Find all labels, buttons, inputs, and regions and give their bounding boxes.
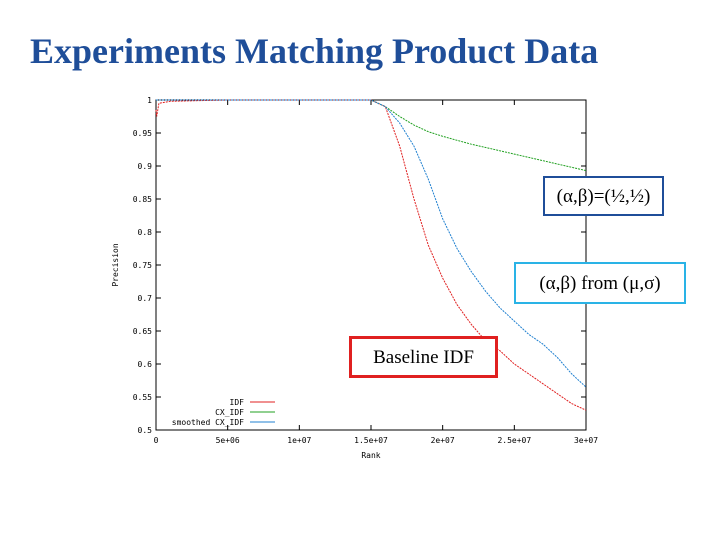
y-tick-label: 0.7	[138, 294, 153, 303]
legend-label: IDF	[230, 398, 245, 407]
callout-alpha-beta-from-mu-sigma: (α,β) from (μ,σ)	[514, 262, 686, 304]
x-tick-label: 2.5e+07	[497, 436, 531, 445]
legend-label: CX_IDF	[215, 408, 244, 417]
x-tick-label: 2e+07	[431, 436, 455, 445]
y-tick-label: 0.55	[133, 393, 152, 402]
x-tick-label: 5e+06	[216, 436, 240, 445]
y-tick-label: 0.75	[133, 261, 152, 270]
y-tick-label: 0.85	[133, 195, 152, 204]
y-axis-label: Precision	[111, 243, 120, 287]
ticks-layer: 0 5e+06 1e+07 1.5e+07 2e+07 2.5e+07 3e+07 0.5 0.…	[133, 96, 598, 445]
y-tick-label: 0.9	[138, 162, 153, 171]
y-tick-label: 1	[147, 96, 152, 105]
x-tick-label: 3e+07	[574, 436, 598, 445]
series-line-idf	[155, 99, 587, 411]
slide-title: Experiments Matching Product Data	[30, 31, 599, 71]
y-tick-label: 0.65	[133, 327, 152, 336]
series-layer	[155, 99, 587, 411]
y-tick-label: 0.95	[133, 129, 152, 138]
x-tick-label: 1.5e+07	[354, 436, 388, 445]
x-axis-label: Rank	[361, 451, 380, 460]
legend-label: smoothed CX_IDF	[172, 418, 244, 427]
x-tick-label: 1e+07	[287, 436, 311, 445]
x-tick-label: 0	[154, 436, 159, 445]
series-line-smoothed-cx-idf	[156, 99, 587, 388]
callout-alpha-beta-half: (α,β)=(½,½)	[543, 176, 664, 216]
series-line-cx-idf	[156, 99, 587, 172]
callout-baseline-idf: Baseline IDF	[349, 336, 498, 378]
y-tick-label: 0.6	[138, 360, 153, 369]
y-tick-label: 0.5	[138, 426, 153, 435]
y-tick-label: 0.8	[138, 228, 153, 237]
